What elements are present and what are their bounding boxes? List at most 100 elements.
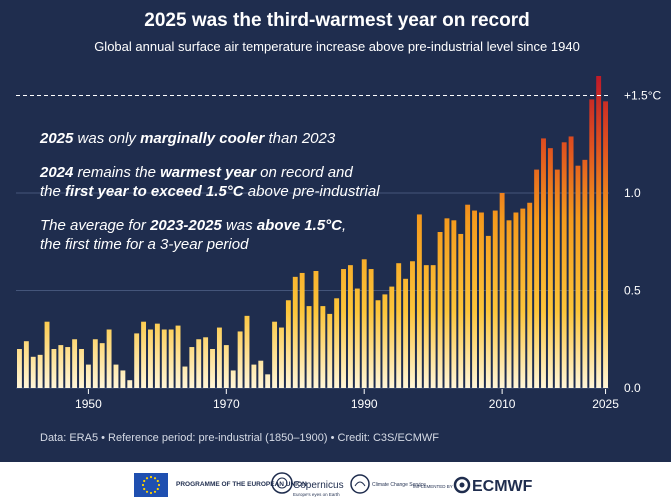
bar-1951 [92,339,98,388]
annotation-run: was only [73,130,140,147]
copernicus-label: Copernicus [293,480,344,491]
chart-title: 2025 was the third-warmest year on recor… [144,10,529,31]
bar-1952 [99,343,105,388]
bar-1984 [320,306,326,388]
bar-1962 [168,329,174,388]
bar-1941 [23,341,29,388]
bar-1993 [382,294,388,388]
c3s-logo-icon [350,474,370,494]
bar-2014 [527,202,533,388]
bar-2016 [541,138,546,388]
bar-1968 [210,349,215,388]
annotation-run: above 1.5°C [257,217,343,234]
bar-2019 [561,142,567,388]
footer-credit: Data: ERA5 • Reference period: pre-indus… [40,432,439,444]
bar-1957 [134,333,140,388]
annotation-run: remains the [73,164,160,181]
annotation-run: than 2023 [264,130,336,147]
annotation-run: 2025 [39,130,74,147]
bar-2009 [492,210,498,388]
annotation-line-4: The average for 2023-2025 was above 1.5°… [40,217,346,234]
annotation-run: , [342,217,346,234]
bar-1953 [106,329,112,388]
bar-1999 [423,265,429,388]
bar-1974 [251,364,257,388]
bar-2011 [506,220,512,388]
bar-1995 [396,263,402,388]
bar-1983 [313,271,319,388]
bar-1960 [154,323,160,388]
x-tick-label: 1990 [351,397,378,411]
bar-1958 [141,321,147,388]
bars [17,76,608,389]
bar-2007 [478,212,484,388]
bar-1961 [161,329,167,388]
annotation-line-3: the first year to exceed 1.5°C above pre… [40,183,380,200]
copernicus-logo-icon [271,472,293,494]
bar-1997 [410,261,415,388]
bar-2008 [485,235,491,388]
bar-1979 [285,300,291,388]
chart-subtitle: Global annual surface air temperature in… [94,39,580,54]
bar-1964 [182,366,188,388]
annotation-line-1: 2025 was only marginally cooler than 202… [39,130,336,147]
bar-1988 [347,265,353,388]
bar-1992 [375,300,381,388]
bar-1949 [79,349,84,388]
bar-2023 [589,99,595,389]
annotation-run: the first time for a 3-year period [40,236,249,253]
annotation-run: marginally cooler [140,130,265,147]
bar-2017 [547,148,553,388]
annotation-run: the [40,183,65,200]
bar-1976 [265,374,271,388]
annotation-run: warmest year [160,164,257,181]
bar-2001 [437,232,443,388]
bar-1955 [120,370,126,388]
eu-programme-label: PROGRAMME OF THE EUROPEAN UNION [176,481,307,488]
bar-2022 [582,159,588,388]
bar-1981 [299,272,305,388]
bar-1948 [72,339,78,388]
bar-2005 [465,204,471,388]
annotation-run: The average for [40,217,150,234]
bar-2024 [596,76,602,388]
x-tick-label: 2010 [489,397,516,411]
bar-1966 [196,339,202,388]
x-tick-label: 2025 [592,397,619,411]
annotation-run: on record and [256,164,353,181]
bar-1969 [216,327,222,388]
bar-1942 [30,356,36,388]
c3s-label: Climate Change Service [372,482,426,488]
bar-1943 [37,354,43,388]
bar-1982 [306,306,312,388]
bar-1996 [403,278,409,388]
bar-1970 [223,345,229,388]
bar-2004 [458,233,464,388]
bar-2018 [554,169,560,388]
bar-2021 [575,165,581,388]
x-tick-label: 1970 [213,397,240,411]
x-axis-ticks: 1950 1970 1990 2010 2025 [75,389,619,411]
annotation-line-2: 2024 remains the warmest year on record … [39,164,353,181]
annotation-line-5: the first time for a 3-year period [40,236,249,253]
bar-1994 [389,286,395,388]
reference-line-group: +1.5°C [16,89,661,103]
y-tick-label: 0.5 [624,284,641,298]
annotation-run: was [222,217,257,234]
logo-strip: PROGRAMME OF THE EUROPEAN UNION Copernic… [134,472,533,497]
bar-2002 [444,218,450,388]
bar-2015 [534,169,540,388]
bar-1985 [327,313,333,388]
x-tick-label: 1950 [75,397,102,411]
annotation-run: 2024 [39,164,74,181]
bar-1998 [416,214,422,388]
annotation-run: 2023-2025 [149,217,222,234]
bar-1954 [113,364,119,388]
bar-1967 [203,337,209,388]
annotation-run: first year to exceed 1.5°C [65,183,245,200]
bar-1980 [292,276,298,388]
copernicus-sublabel: Europe's eyes on Earth [293,492,340,497]
bar-1990 [361,259,367,388]
bar-2020 [568,136,574,388]
